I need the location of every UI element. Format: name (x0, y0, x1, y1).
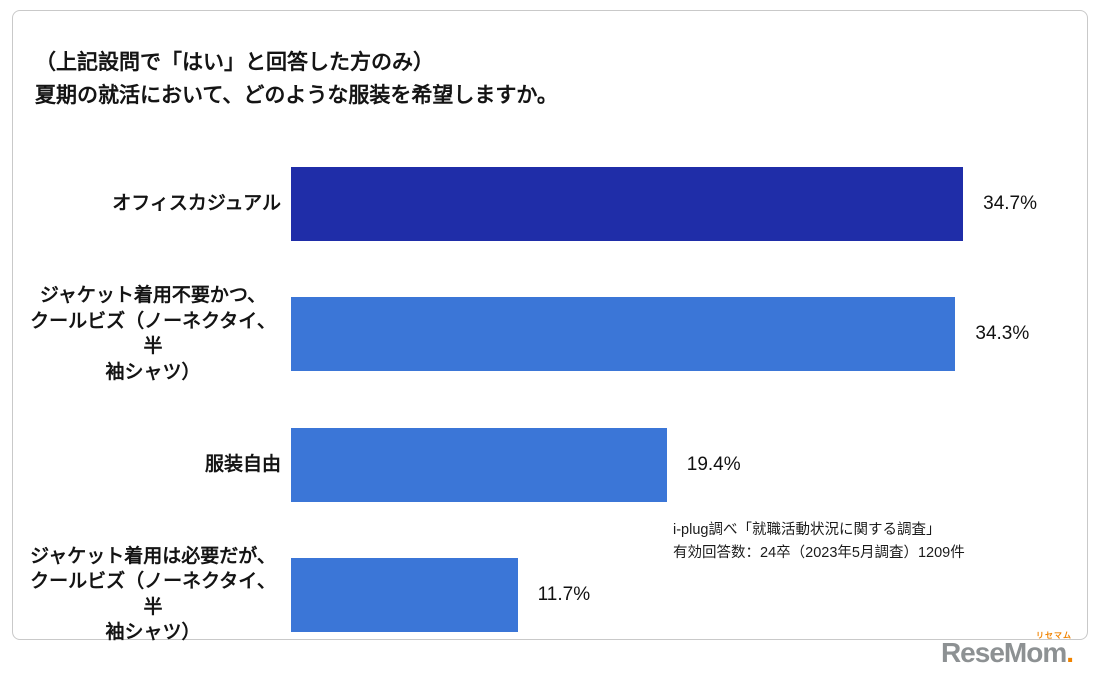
resemom-logo: リセマム ReseMom. (940, 631, 1074, 671)
value-label: 19.4% (686, 453, 741, 475)
resemom-logo-dot: . (1066, 637, 1074, 668)
bar-row: 服装自由 19.4% (25, 427, 1061, 502)
value-label: 34.7% (983, 193, 1037, 214)
category-label: オフィスカジュアル (112, 193, 281, 215)
bar-row: ジャケット着用不要かつ、 クールビズ（ノーネクタイ、半 袖シャツ） 34.3% (25, 283, 1061, 386)
source-note: i-plug調べ「就職活動状況に関する調査」 有効回答数：24卒（2023年5月… (673, 519, 965, 565)
source-note-line2: 有効回答数：24卒（2023年5月調査）1209件 (673, 545, 965, 562)
category-label-cell: ジャケット着用不要かつ、 クールビズ（ノーネクタイ、半 袖シャツ） (25, 283, 281, 386)
bar-row: オフィスカジュアル 34.7% (25, 167, 1061, 241)
source-note-line1: i-plug調べ「就職活動状況に関する調査」 (673, 522, 941, 538)
bar (291, 167, 964, 241)
category-label-cell: 服装自由 (25, 452, 281, 478)
value-label: 34.3% (975, 323, 1030, 345)
bar-chart: オフィスカジュアル 34.7% ジャケット着用不要かつ、 クールビズ（ノーネクタイ、… (25, 167, 1061, 679)
bar (291, 427, 667, 502)
category-label: 服装自由 (204, 453, 281, 475)
category-label-cell: オフィスカジュアル (25, 191, 281, 217)
category-label-cell: ジャケット着用は必要だが、 クールビズ（ノーネクタイ、半 袖シャツ） (25, 544, 281, 647)
chart-card: （上記設問で「はい」と回答した方のみ） 夏期の就活において、どのような服装を希望… (12, 10, 1088, 643)
chart-title: （上記設問で「はい」と回答した方のみ） 夏期の就活において、どのような服装を希望… (35, 47, 558, 112)
bar (291, 297, 956, 372)
chart-title-line2: 夏期の就活において、どのような服装を希望しますか。 (35, 83, 558, 107)
resemom-logo-katakana: リセマム (1036, 631, 1072, 640)
value-label: 11.7% (537, 583, 591, 605)
category-label: ジャケット着用は必要だが、 クールビズ（ノーネクタイ、半 袖シャツ） (30, 545, 276, 644)
resemom-logo-text: ReseMom (940, 637, 1067, 668)
category-label: ジャケット着用不要かつ、 クールビズ（ノーネクタイ、半 袖シャツ） (30, 285, 276, 383)
chart-title-line1: （上記設問で「はい」と回答した方のみ） (35, 51, 434, 74)
bar (291, 557, 518, 632)
bar-row: ジャケット着用は必要だが、 クールビズ（ノーネクタイ、半 袖シャツ） 11.7% (25, 544, 1061, 647)
